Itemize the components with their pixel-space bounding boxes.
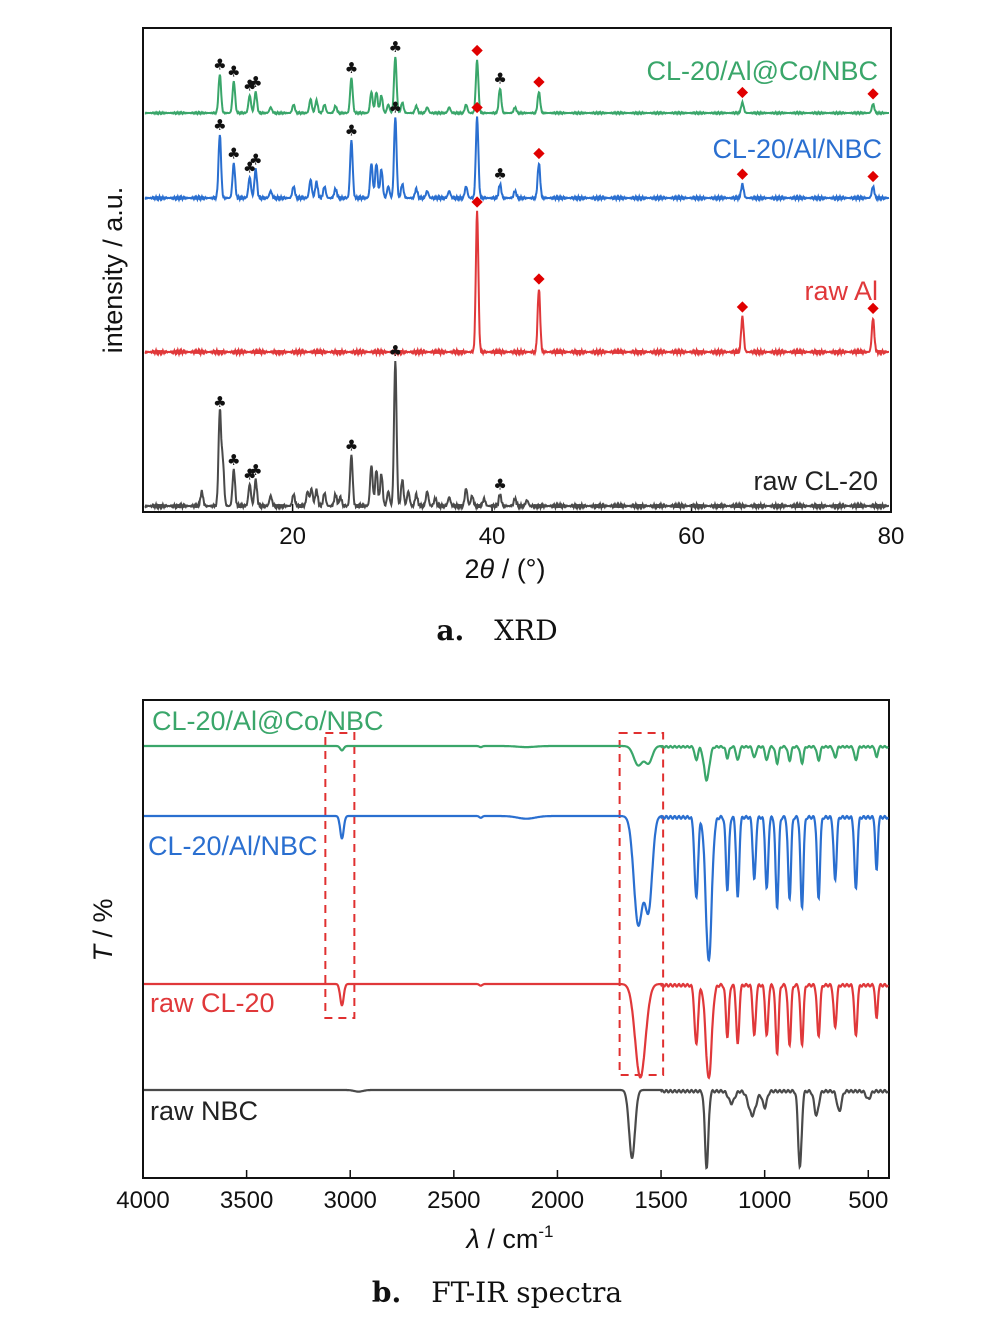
xrd-series-label-green: CL-20/Al@Co/NBC bbox=[647, 56, 878, 86]
xrd-peak-diamond bbox=[867, 170, 879, 183]
ftir-x-tick-label: 1500 bbox=[634, 1187, 687, 1214]
xrd-series-line-2 bbox=[144, 210, 889, 358]
xrd-peak-club: ♣ bbox=[243, 158, 256, 176]
ftir-series-label-blue: CL-20/Al/NBC bbox=[148, 831, 318, 861]
xrd-plot-frame bbox=[142, 27, 892, 513]
ftir-y-axis-title: T / % bbox=[88, 898, 118, 961]
xrd-series-label-gray: raw CL-20 bbox=[753, 466, 878, 496]
xrd-series-line-0 bbox=[144, 56, 889, 117]
ftir-x-axis-sup: -1 bbox=[538, 1222, 553, 1241]
xrd-peak-diamond bbox=[471, 44, 483, 57]
xrd-peak-club: ♣ bbox=[345, 122, 358, 140]
ftir-highlight-boxes bbox=[324, 732, 665, 1076]
ftir-series-line-0 bbox=[144, 744, 889, 783]
xrd-peak-diamond bbox=[736, 168, 749, 180]
ftir-x-axis-suffix: / cm bbox=[480, 1224, 539, 1254]
xrd-series-label-red: raw Al bbox=[804, 276, 878, 306]
caption-a: a. XRD bbox=[436, 614, 557, 647]
xrd-series-line-1 bbox=[144, 116, 890, 203]
ftir-plot-frame bbox=[142, 699, 890, 1179]
ftir-y-axis-suffix: / % bbox=[88, 898, 118, 945]
xrd-y-axis-title: intensity / a.u. bbox=[98, 187, 128, 354]
ftir-x-tick-label: 2500 bbox=[427, 1187, 480, 1214]
ftir-x-tick-label: 2000 bbox=[531, 1187, 584, 1214]
xrd-peak-club: ♣ bbox=[227, 451, 240, 469]
xrd-peak-club: ♣ bbox=[243, 465, 256, 483]
ftir-y-axis-symbol: T bbox=[88, 943, 118, 962]
xrd-peak-diamond bbox=[736, 301, 749, 313]
xrd-x-axis-suffix: / (°) bbox=[494, 554, 545, 584]
ftir-highlight-box bbox=[618, 732, 665, 1076]
ftir-x-axis-title: λ / cm-1 bbox=[465, 1222, 554, 1254]
ftir-x-ticks: 4000 3500 3000 2500 2000 1500 1000 500 bbox=[116, 1170, 888, 1214]
xrd-series-line-3 bbox=[144, 360, 889, 512]
xrd-peak-club: ♣ bbox=[227, 63, 240, 81]
xrd-peak-club: ♣ bbox=[249, 461, 262, 479]
ftir-series-label-green: CL-20/Al@Co/NBC bbox=[152, 706, 383, 736]
xrd-series-label-blue: CL-20/Al/NBC bbox=[712, 134, 882, 164]
xrd-peak-club: ♣ bbox=[249, 73, 262, 91]
xrd-peak-club: ♣ bbox=[213, 393, 226, 411]
caption-b: b. FT-IR spectra bbox=[372, 1276, 622, 1309]
caption-a-letter: a. bbox=[436, 614, 464, 647]
xrd-x-tick-label: 20 bbox=[279, 523, 306, 550]
xrd-peak-diamond bbox=[867, 88, 879, 100]
xrd-peak-club: ♣ bbox=[243, 77, 256, 95]
xrd-x-axis-prefix: 2 bbox=[465, 554, 480, 584]
xrd-peak-club: ♣ bbox=[227, 145, 240, 163]
ftir-series-group bbox=[144, 744, 889, 1171]
ftir-x-axis-symbol: λ bbox=[465, 1224, 480, 1254]
xrd-peak-club: ♣ bbox=[345, 59, 358, 77]
xrd-peak-club: ♣ bbox=[389, 38, 402, 56]
xrd-peak-diamond bbox=[471, 196, 483, 208]
xrd-x-ticks: 20 40 60 80 bbox=[279, 504, 904, 550]
caption-a-text: XRD bbox=[494, 614, 557, 647]
ftir-x-tick-label: 3500 bbox=[220, 1187, 273, 1214]
xrd-peak-club: ♣ bbox=[493, 165, 506, 183]
xrd-x-axis-title: 2θ / (°) bbox=[465, 554, 546, 584]
xrd-peak-diamond bbox=[736, 86, 749, 99]
xrd-peak-diamond bbox=[533, 76, 545, 88]
xrd-peak-diamond bbox=[867, 302, 879, 315]
ftir-series-line-1 bbox=[144, 814, 889, 963]
xrd-peak-diamond bbox=[533, 147, 545, 160]
caption-b-letter: b. bbox=[372, 1276, 401, 1309]
ftir-x-tick-label: 1000 bbox=[738, 1187, 791, 1214]
ftir-x-tick-label: 500 bbox=[848, 1187, 888, 1214]
xrd-x-tick-label: 60 bbox=[678, 523, 705, 550]
ftir-x-tick-label: 4000 bbox=[116, 1187, 169, 1214]
ftir-panel: 4000 3500 3000 2500 2000 1500 1000 500 CL-20/Al… bbox=[88, 699, 890, 1309]
xrd-peak-club: ♣ bbox=[213, 56, 226, 74]
xrd-series-group bbox=[144, 56, 890, 512]
xrd-x-tick-label: 80 bbox=[878, 523, 905, 550]
xrd-peak-club: ♣ bbox=[345, 436, 358, 454]
xrd-x-axis-symbol: θ bbox=[480, 554, 495, 584]
ftir-series-line-3 bbox=[144, 1088, 889, 1171]
ftir-series-label-gray: raw NBC bbox=[150, 1096, 258, 1126]
xrd-peak-diamond bbox=[533, 273, 545, 285]
xrd-x-tick-label: 40 bbox=[479, 523, 506, 550]
xrd-peak-club: ♣ bbox=[249, 150, 262, 168]
ftir-series-label-red: raw CL-20 bbox=[150, 988, 275, 1018]
ftir-highlight-box bbox=[324, 732, 356, 1019]
ftir-x-tick-label: 3000 bbox=[324, 1187, 377, 1214]
xrd-peak-club: ♣ bbox=[493, 475, 506, 493]
xrd-peak-club: ♣ bbox=[389, 99, 402, 117]
xrd-peak-club: ♣ bbox=[213, 116, 226, 134]
xrd-peak-club: ♣ bbox=[389, 342, 402, 360]
xrd-peak-club: ♣ bbox=[493, 70, 506, 88]
caption-b-text: FT-IR spectra bbox=[431, 1276, 622, 1309]
xrd-panel: 20 40 60 80 ♣ ♣♣♣♣♣♣♣♣♣♣♣♣♣♣♣♣♣♣♣♣ CL-20/Al@… bbox=[98, 27, 904, 647]
ftir-series-line-2 bbox=[144, 982, 889, 1080]
